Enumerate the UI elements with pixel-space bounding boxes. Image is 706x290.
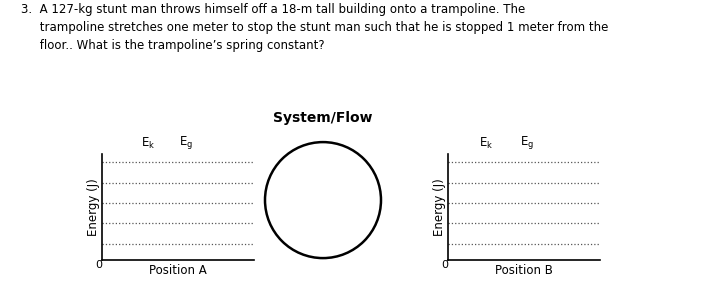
Text: 0: 0	[95, 260, 102, 269]
Y-axis label: Energy (J): Energy (J)	[87, 178, 100, 235]
Text: 3.  A 127-kg stunt man throws himself off a 18-m tall building onto a trampoline: 3. A 127-kg stunt man throws himself off…	[21, 3, 609, 52]
Text: System/Flow: System/Flow	[273, 111, 373, 125]
Text: 0: 0	[441, 260, 448, 269]
Text: $\mathrm{E_k}$: $\mathrm{E_k}$	[140, 136, 155, 151]
X-axis label: Position B: Position B	[496, 264, 553, 277]
Text: $\mathrm{E_g}$: $\mathrm{E_g}$	[520, 134, 534, 151]
X-axis label: Position A: Position A	[150, 264, 207, 277]
Text: $\mathrm{E_k}$: $\mathrm{E_k}$	[479, 136, 493, 151]
Y-axis label: Energy (J): Energy (J)	[433, 178, 445, 235]
Text: $\mathrm{E_g}$: $\mathrm{E_g}$	[179, 134, 193, 151]
